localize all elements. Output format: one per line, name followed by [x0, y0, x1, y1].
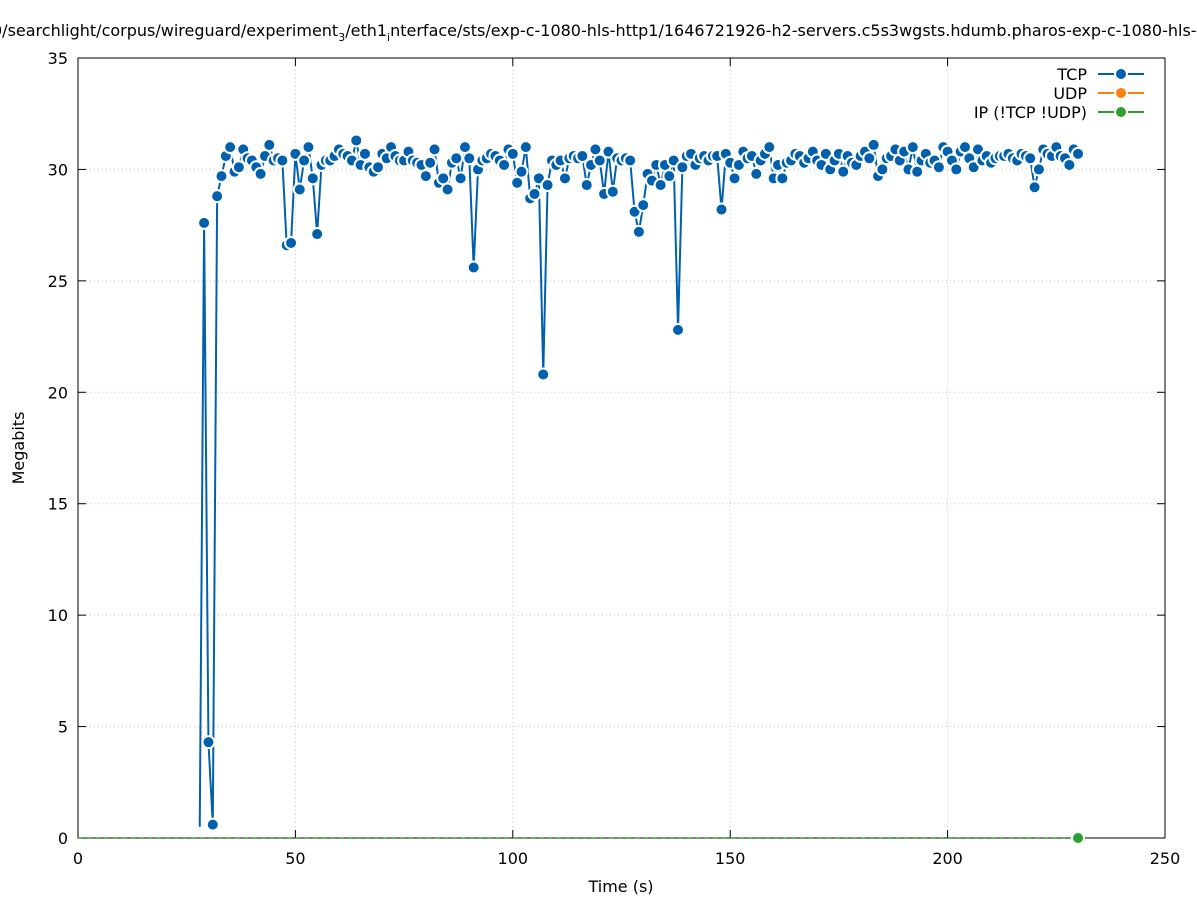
tcp-point [1031, 162, 1046, 177]
legend-marker-ip [1114, 105, 1128, 119]
tcp-point [292, 182, 307, 197]
tcp-point [505, 146, 520, 161]
tcp-point [623, 153, 638, 168]
tcp-point [423, 155, 438, 170]
tcp-point [262, 137, 277, 152]
y-tick-label: 35 [48, 49, 68, 68]
tcp-point [453, 171, 468, 186]
title-subscript-1: 3 [338, 31, 345, 44]
tcp-point [540, 178, 555, 193]
tcp-point [557, 171, 572, 186]
tcp-point [592, 153, 607, 168]
tcp-point [905, 140, 920, 155]
x-tick-label: 0 [73, 849, 83, 868]
tcp-point [536, 367, 551, 382]
tcp-point [727, 171, 742, 186]
tcp-point [371, 160, 386, 175]
tcp-point [579, 178, 594, 193]
x-tick-label: 250 [1150, 849, 1181, 868]
tcp-point [427, 142, 442, 157]
tcp-point [775, 171, 790, 186]
tcp-point [527, 186, 542, 201]
y-tick-label: 15 [48, 495, 68, 514]
tcp-point [866, 137, 881, 152]
tcp-point [201, 735, 216, 750]
tcp-point [210, 189, 225, 204]
tcp-point [253, 166, 268, 181]
tcp-point [671, 322, 686, 337]
ip-point [1071, 831, 1086, 845]
tcp-point [1071, 146, 1086, 161]
y-tick-label: 25 [48, 272, 68, 291]
tcp-point [275, 153, 290, 168]
title-part-1: 0/searchlight/corpus/wireguard/experimen… [0, 21, 338, 40]
y-axis-label: Megabits [9, 412, 28, 485]
tcp-point [749, 166, 764, 181]
tcp-point [357, 146, 372, 161]
tcp-point [297, 153, 312, 168]
tcp-point [418, 169, 433, 184]
series-tcp [197, 133, 1086, 832]
x-tick-label: 100 [498, 849, 529, 868]
legend-item-ip: IP (!TCP !UDP) [974, 103, 1144, 122]
legend-marker-udp [1114, 86, 1128, 100]
tcp-point [662, 169, 677, 184]
legend-label-udp: UDP [1053, 84, 1087, 103]
legend-label-tcp: TCP [1056, 65, 1087, 84]
tcp-point [949, 162, 964, 177]
tcp-point [1062, 157, 1077, 172]
tcp-point [653, 178, 668, 193]
y-tick-label: 20 [48, 383, 68, 402]
tcp-point [636, 198, 651, 213]
tcp-point [762, 140, 777, 155]
tcp-point [518, 140, 533, 155]
tcp-point [462, 151, 477, 166]
tcp-point [223, 140, 238, 155]
series-ip [78, 831, 1086, 845]
legend-marker-tcp [1114, 67, 1128, 81]
tcp-point [205, 817, 220, 832]
tcp-point [514, 164, 529, 179]
tcp-point [231, 160, 246, 175]
tcp-point [605, 184, 620, 199]
x-tick-label: 200 [932, 849, 963, 868]
title-subscript-2: i [387, 31, 390, 44]
tcp-point [862, 151, 877, 166]
tcp-point [1023, 151, 1038, 166]
x-tick-label: 50 [285, 849, 305, 868]
x-tick-label: 150 [715, 849, 746, 868]
tcp-point [310, 227, 325, 242]
tcp-point [449, 151, 464, 166]
tcp-point [349, 133, 364, 148]
x-axis-label: Time (s) [587, 877, 653, 896]
tcp-point [1027, 180, 1042, 195]
y-tick-label: 30 [48, 160, 68, 179]
tcp-point [931, 160, 946, 175]
tcp-point [497, 157, 512, 172]
legend: TCP UDP IP (!TCP !UDP) [974, 65, 1144, 122]
tcp-point [305, 171, 320, 186]
tcp-point [301, 140, 316, 155]
tcp-point [836, 164, 851, 179]
title-part-3: nterface/sts/exp-c-1080-hls-http1/164672… [390, 21, 1196, 40]
legend-item-udp: UDP [1053, 84, 1144, 103]
legend-item-tcp: TCP [1056, 65, 1144, 84]
tcp-point [631, 224, 646, 239]
tick-labels: 0 50 100 150 200 250 0 5 10 15 20 25 30 35 [48, 49, 1181, 868]
tcp-point [466, 260, 481, 275]
tcp-point [440, 182, 455, 197]
tcp-point [214, 169, 229, 184]
legend-label-ip: IP (!TCP !UDP) [974, 103, 1087, 122]
tcp-point [197, 215, 212, 230]
y-tick-label: 5 [58, 718, 68, 737]
tcp-point [575, 149, 590, 164]
y-tick-label: 10 [48, 606, 68, 625]
tcp-point [284, 235, 299, 250]
chart-title: 0/searchlight/corpus/wireguard/experimen… [0, 21, 1197, 44]
title-part-2: /eth1 [345, 21, 387, 40]
y-tick-label: 0 [58, 829, 68, 848]
tcp-point [714, 202, 729, 217]
